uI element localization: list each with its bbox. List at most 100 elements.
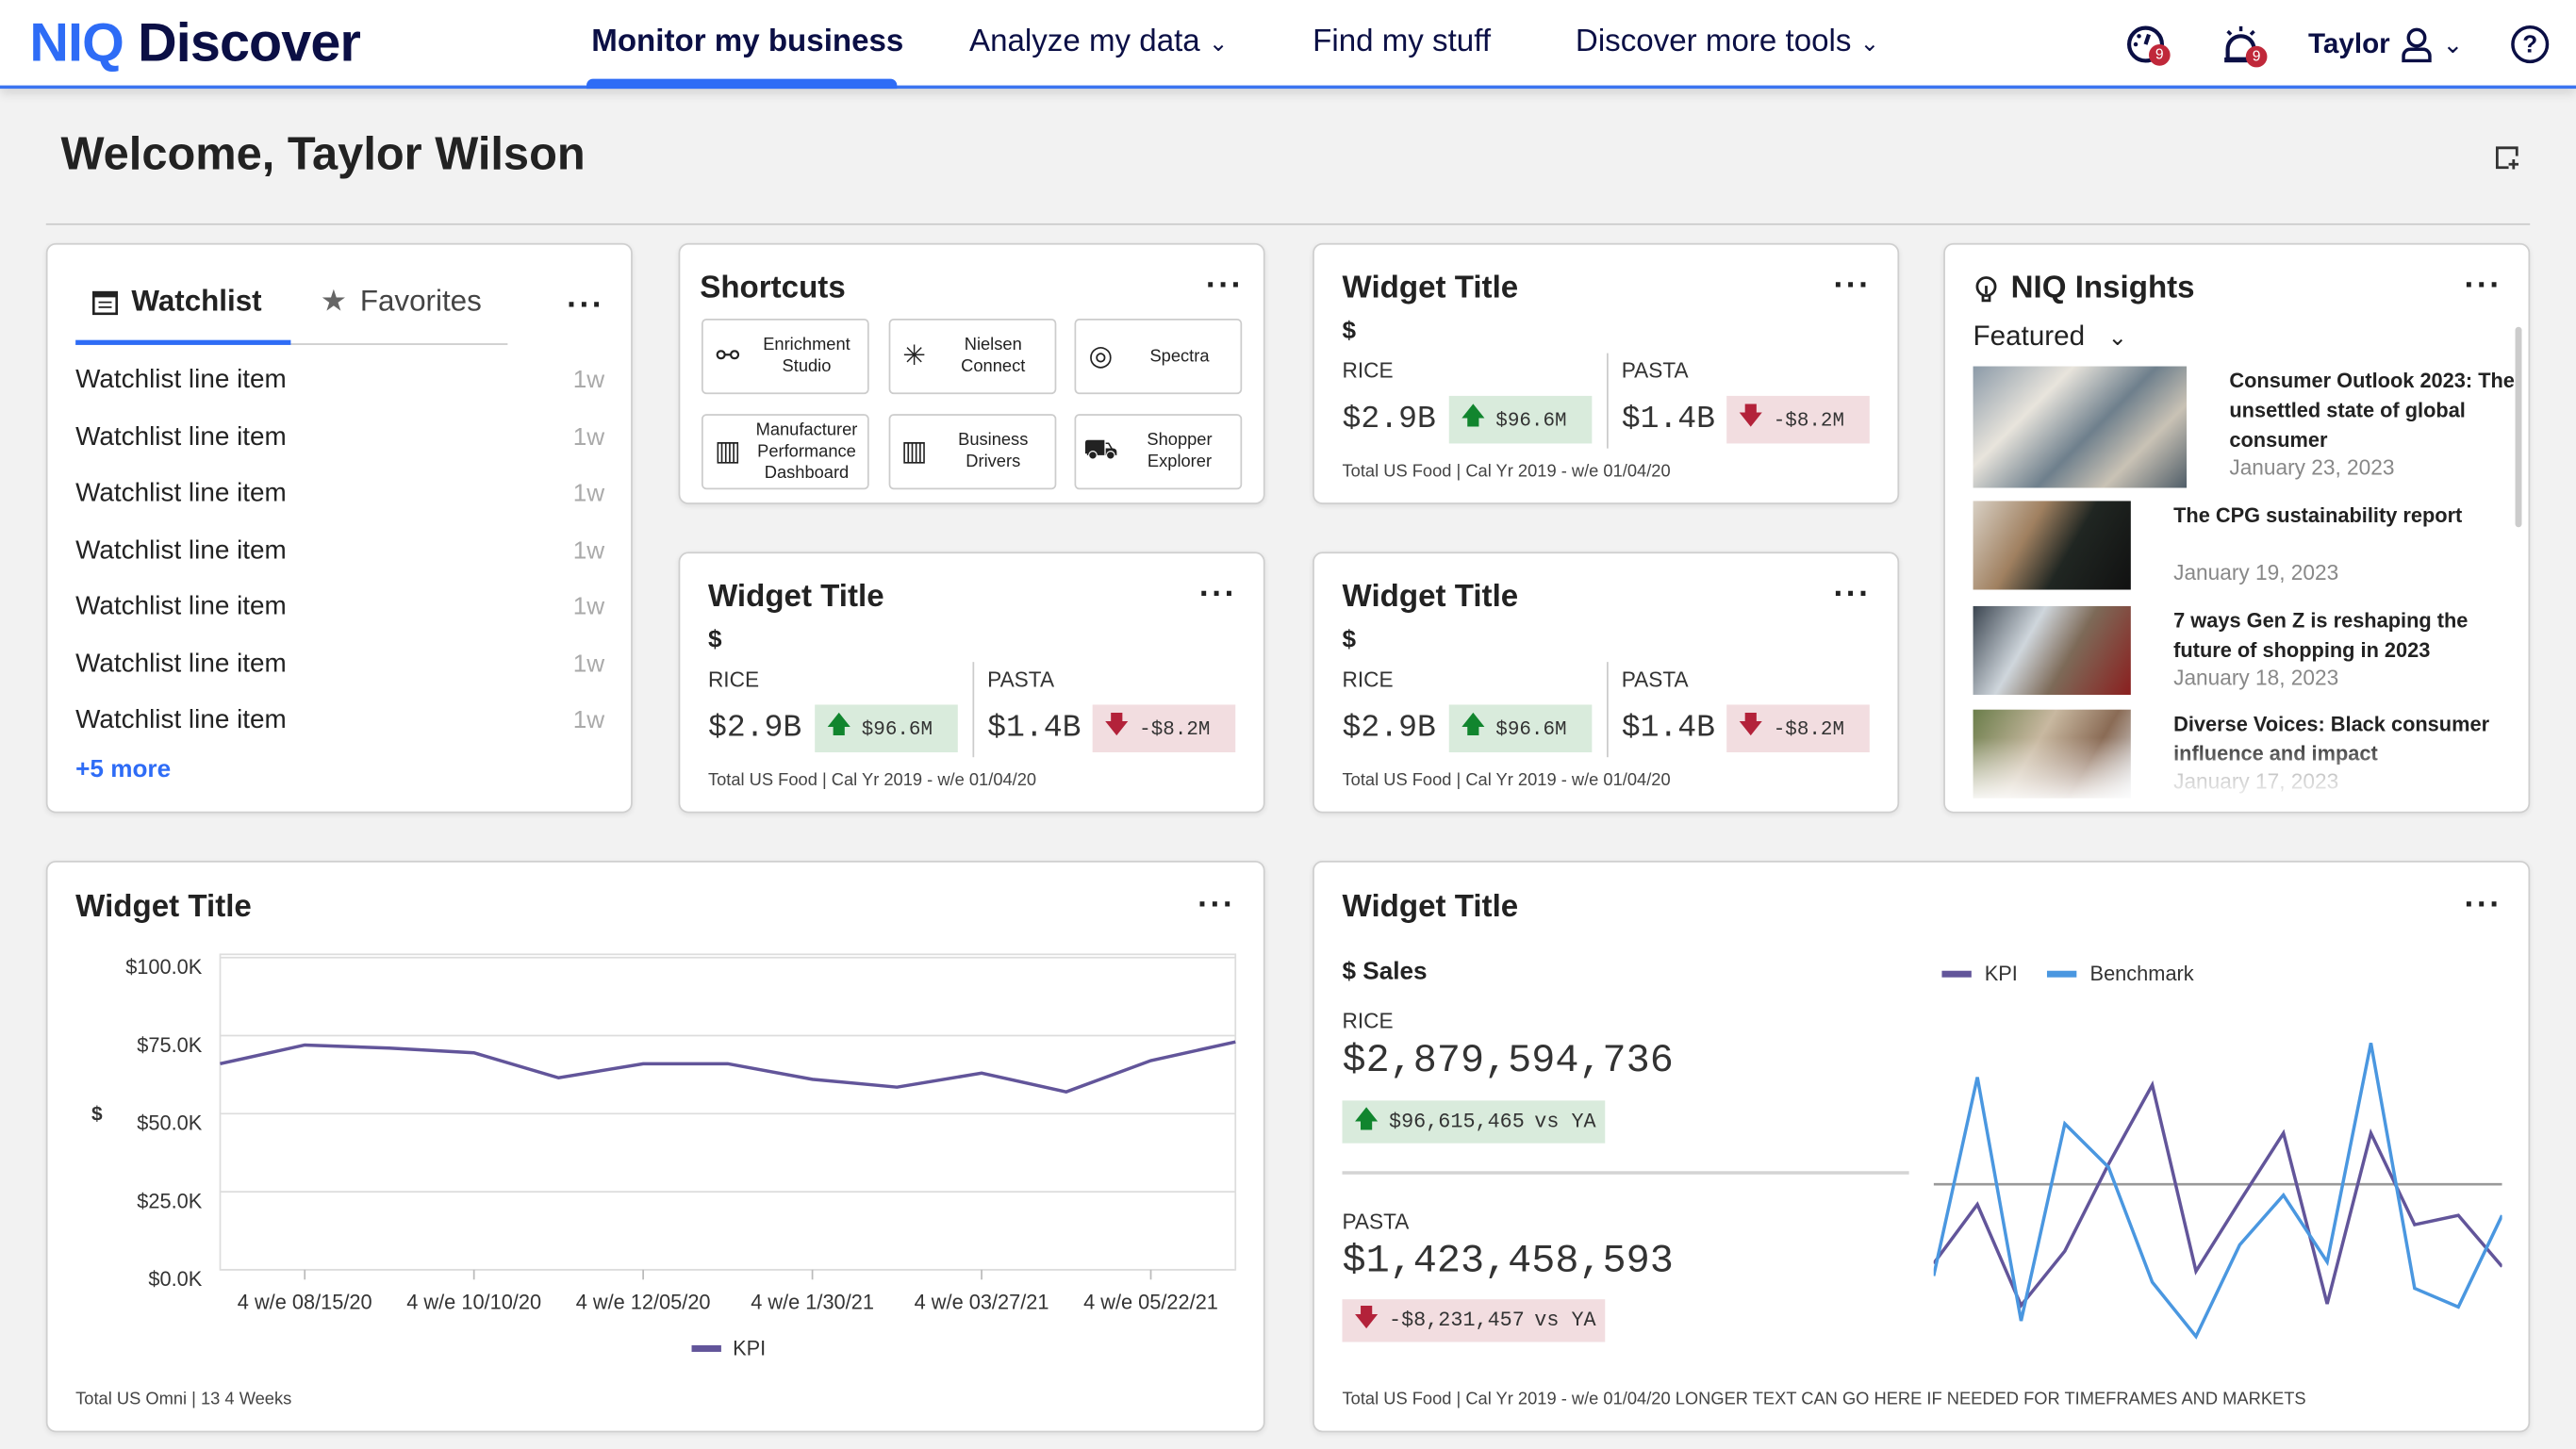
article-thumbnail xyxy=(1973,501,2131,589)
add-widget-icon[interactable] xyxy=(2494,144,2520,171)
widget-footer: Total US Food | Cal Yr 2019 - w/e 01/04/… xyxy=(708,770,1036,790)
item-age: 1w xyxy=(573,536,604,565)
y-tick-label: $0.0K xyxy=(148,1267,202,1291)
unit-label: $ xyxy=(1342,626,1356,654)
legend-label: KPI xyxy=(1985,963,2018,985)
article-title: The CPG sustainability report xyxy=(2173,501,2515,530)
article-text: 7 ways Gen Z is reshaping the future of … xyxy=(2173,606,2515,690)
rice-change-badge: 🡅$96.6M xyxy=(815,704,958,752)
shortcuts-widget: Shortcuts ··· ⚯Enrichment Studio✳Nielsen… xyxy=(679,243,1265,504)
x-tick-label: 4 w/e 05/22/21 xyxy=(1083,1291,1218,1314)
shortcut-spectra[interactable]: ◎Spectra xyxy=(1074,319,1242,394)
pasta-change-badge: 🡇-$8.2M xyxy=(1726,704,1870,752)
widget-footer: Total US Omni | 13 4 Weeks xyxy=(75,1390,291,1409)
item-label: Watchlist line item xyxy=(75,593,287,621)
chart-legend: KPI Benchmark xyxy=(1941,963,2193,985)
article-date: January 18, 2023 xyxy=(2173,666,2515,690)
shortcut-manufacturer-performance-dashboard[interactable]: ▥Manufacturer Performance Dashboard xyxy=(702,414,869,489)
featured-filter-dropdown[interactable]: Featured⌄ xyxy=(1973,321,2127,354)
rice-value: $2,879,594,736 xyxy=(1342,1040,1673,1084)
item-label: Watchlist line item xyxy=(75,423,287,452)
shortcut-nielsen-connect[interactable]: ✳Nielsen Connect xyxy=(888,319,1056,394)
nav-find-my-stuff[interactable]: Find my stuff xyxy=(1313,25,1491,60)
nav-discover-more-tools[interactable]: Discover more tools ⌄ xyxy=(1576,25,1879,60)
shortcut-label: Business Drivers xyxy=(939,430,1054,472)
tab-favorites[interactable]: ★ Favorites xyxy=(321,284,482,319)
more-options-button[interactable]: ··· xyxy=(1206,277,1244,293)
shortcut-enrichment-studio[interactable]: ⚯Enrichment Studio xyxy=(702,319,869,394)
notification-badge: 9 xyxy=(2149,44,2171,66)
pasta-label: PASTA xyxy=(1622,358,1689,383)
pasta-change-badge: 🡇-$8.2M xyxy=(1093,704,1236,752)
scrollbar[interactable] xyxy=(2516,327,2522,528)
item-label: Watchlist line item xyxy=(75,706,287,734)
help-icon[interactable]: ? xyxy=(2510,25,2550,64)
change-value: -$8.2M xyxy=(1774,408,1844,431)
divider xyxy=(1342,1171,1908,1174)
tab-watchlist[interactable]: Watchlist xyxy=(92,284,262,319)
dashboard-button[interactable]: 9 xyxy=(2126,25,2172,71)
article-date: January 23, 2023 xyxy=(2229,455,2515,480)
lightbulb-icon xyxy=(1974,275,1997,304)
arrow-down-icon: 🡇 xyxy=(1738,708,1763,749)
divider xyxy=(1607,662,1609,757)
watchlist-item[interactable]: Watchlist line item 1w xyxy=(75,593,604,622)
nav-monitor-my-business[interactable]: Monitor my business xyxy=(591,25,903,60)
niq-discover-logo[interactable]: NIQ Discover xyxy=(29,11,360,74)
arrow-down-icon: 🡇 xyxy=(1738,399,1763,440)
rice-label: RICE xyxy=(708,667,759,691)
more-options-button[interactable]: ··· xyxy=(1833,277,1871,293)
watchlist-item[interactable]: Watchlist line item 1w xyxy=(75,706,604,735)
vs-label: vs YA xyxy=(1534,1111,1595,1133)
shortcut-shopper-explorer[interactable]: ⛟Shopper Explorer xyxy=(1074,414,1242,489)
more-options-button[interactable]: ··· xyxy=(1833,586,1871,602)
change-value: -$8,231,457 xyxy=(1389,1309,1525,1332)
user-menu[interactable]: Taylor ⌄ xyxy=(2308,26,2463,62)
rice-label: RICE xyxy=(1342,358,1393,383)
article-text: The CPG sustainability report January 19,… xyxy=(2173,501,2515,585)
nav-analyze-my-data[interactable]: Analyze my data ⌄ xyxy=(969,25,1228,60)
arrow-up-icon: 🡅 xyxy=(1354,1101,1379,1143)
x-tick-label: 4 w/e 12/05/20 xyxy=(576,1291,711,1314)
shortcut-business-drivers[interactable]: ▥Business Drivers xyxy=(888,414,1056,489)
more-options-button[interactable]: ··· xyxy=(2465,277,2502,293)
item-age: 1w xyxy=(573,706,604,734)
more-options-button[interactable]: ··· xyxy=(1199,586,1237,602)
article-thumbnail xyxy=(1973,606,2131,695)
y-tick-label: $25.0K xyxy=(137,1189,202,1212)
more-options-button[interactable]: ··· xyxy=(2465,897,2502,913)
alerts-button[interactable]: 9 xyxy=(2221,23,2268,69)
filter-label: Featured xyxy=(1973,321,2086,354)
user-icon xyxy=(2400,26,2433,62)
insight-article[interactable]: Consumer Outlook 2023: The unsettled sta… xyxy=(1973,367,2516,488)
article-date: January 19, 2023 xyxy=(2173,560,2515,585)
kpi-line-chart: $0.0K$25.0K$50.0K$75.0K$100.0K$4 w/e 08/… xyxy=(48,863,1267,1389)
item-age: 1w xyxy=(573,593,604,621)
legend-label: KPI xyxy=(733,1336,766,1359)
insight-article[interactable]: The CPG sustainability report January 19,… xyxy=(1973,501,2516,589)
pasta-value: $1.4B xyxy=(987,710,1081,746)
tab-label: Favorites xyxy=(360,284,482,319)
shortcut-label: Spectra xyxy=(1126,346,1241,368)
notification-badge: 9 xyxy=(2246,46,2268,68)
insight-article[interactable]: 7 ways Gen Z is reshaping the future of … xyxy=(1973,606,2516,695)
tab-label: Watchlist xyxy=(131,284,261,319)
factory-icon: ▥ xyxy=(889,436,938,469)
show-more-link[interactable]: +5 more xyxy=(75,755,171,783)
shortcut-label: Enrichment Studio xyxy=(752,335,867,377)
arrow-up-icon: 🡅 xyxy=(1461,399,1486,440)
item-age: 1w xyxy=(573,650,604,678)
top-nav-bar: NIQ Discover Monitor my business Analyze… xyxy=(0,0,2576,89)
shortcut-label: Nielsen Connect xyxy=(939,335,1054,377)
star-icon: ★ xyxy=(321,284,347,319)
more-options-button[interactable]: ··· xyxy=(567,297,604,313)
